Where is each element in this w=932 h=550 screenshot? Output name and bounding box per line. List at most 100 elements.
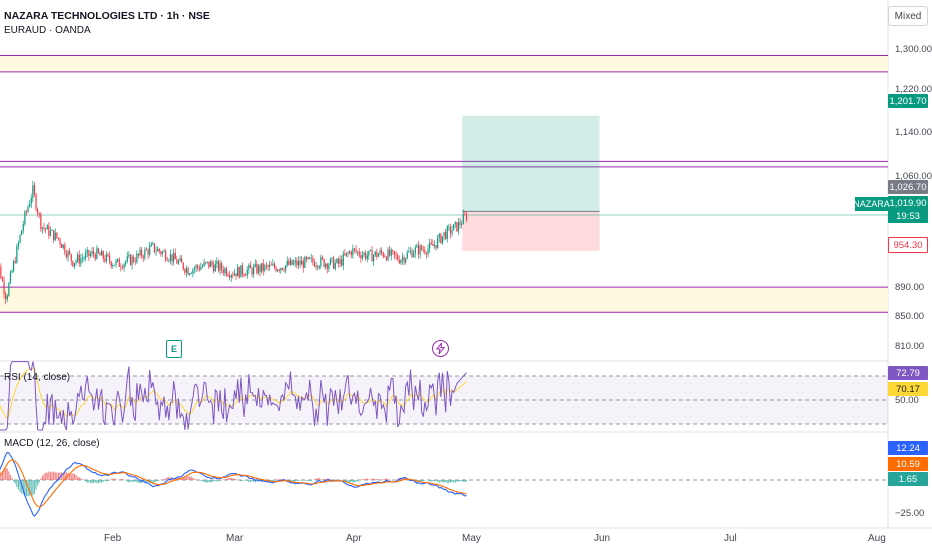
candle-body — [352, 248, 354, 256]
macd-histogram-bar — [208, 480, 210, 483]
macd-histogram-bar — [11, 478, 13, 480]
candle-body — [222, 269, 224, 274]
macd-histogram-bar — [214, 480, 216, 482]
macd-histogram-bar — [110, 479, 112, 480]
candle-body — [213, 264, 215, 272]
macd-histogram-bar — [45, 472, 47, 480]
candle-body — [81, 258, 84, 260]
candle-body — [377, 254, 380, 257]
macd-histogram-bar — [229, 477, 231, 480]
macd-histogram-bar — [19, 480, 21, 492]
candle-body — [262, 263, 264, 271]
compare-symbol-label: EURAUD · OANDA — [4, 25, 91, 36]
candle-body — [373, 255, 375, 262]
macd-histogram-bar — [81, 479, 84, 480]
candle-body — [123, 263, 125, 269]
candle-body — [361, 255, 364, 259]
macd-histogram-bar — [273, 480, 276, 481]
macd-histogram-bar — [112, 478, 114, 480]
candle-body — [190, 273, 192, 275]
macd-histogram-bar — [248, 480, 250, 482]
candle-body — [272, 263, 274, 266]
macd-histogram-bar — [374, 479, 376, 480]
candle-body — [309, 257, 311, 259]
candle-body — [417, 245, 420, 255]
price-axis-label: 850.00 — [895, 311, 925, 322]
candle-body — [453, 224, 455, 231]
macd-indicator-label[interactable]: MACD (12, 26, close) — [4, 438, 100, 449]
candle-body — [281, 268, 284, 270]
candle-body — [414, 247, 416, 254]
candle-body — [67, 251, 69, 258]
lightning-icon[interactable] — [432, 340, 449, 357]
macd-histogram-bar — [270, 480, 272, 482]
macd-histogram-bar — [307, 480, 309, 482]
candle-body — [62, 244, 64, 248]
candle-body — [449, 226, 452, 234]
macd-histogram-bar — [94, 480, 96, 483]
candle-body — [145, 249, 148, 251]
candle-body — [438, 233, 440, 238]
candle-body — [390, 250, 392, 256]
scale-mode-button[interactable]: Mixed — [888, 6, 928, 26]
candle-body — [83, 258, 85, 259]
macd-histogram-bar — [193, 478, 196, 480]
macd-histogram-bar — [424, 480, 426, 481]
candle-body — [289, 259, 292, 265]
candle-body — [17, 242, 20, 247]
macd-histogram-bar — [13, 480, 15, 482]
candle-body — [305, 256, 308, 260]
candle-body — [35, 194, 37, 210]
candle-body — [248, 264, 250, 270]
macd-histogram-bar — [376, 478, 378, 480]
macd-histogram-bar — [64, 472, 66, 480]
candle-body — [454, 222, 456, 225]
candle-body — [349, 251, 351, 254]
candle-body — [59, 239, 61, 245]
macd-histogram-bar — [251, 480, 253, 482]
macd-histogram-bar — [296, 480, 298, 481]
candle-body — [385, 256, 388, 261]
macd-histogram-bar — [401, 478, 404, 480]
macd-histogram-bar — [57, 472, 60, 480]
candle-body — [209, 261, 212, 267]
macd-histogram-bar — [163, 479, 165, 480]
macd-histogram-bar — [225, 478, 228, 480]
candle-body — [446, 226, 448, 239]
macd-histogram-bar — [0, 472, 2, 480]
candle-body — [313, 262, 316, 267]
candle-body — [285, 265, 287, 271]
macd-histogram-bar — [206, 480, 208, 483]
macd-histogram-bar — [235, 478, 237, 480]
candle-body — [253, 266, 255, 275]
candle-body — [142, 256, 144, 258]
macd-histogram-bar — [200, 480, 202, 481]
earnings-event-marker[interactable]: E — [166, 340, 182, 358]
macd-histogram-bar — [360, 479, 362, 480]
macd-histogram-bar — [40, 478, 42, 480]
candle-body — [243, 274, 245, 276]
macd-histogram-bar — [305, 480, 308, 481]
candle-body — [451, 230, 453, 234]
candle-body — [427, 248, 429, 255]
macd-histogram-bar — [136, 480, 138, 483]
candle-body — [406, 252, 408, 259]
macd-histogram-bar — [315, 478, 317, 480]
macd-histogram-bar — [152, 480, 154, 484]
macd-histogram-bar — [104, 480, 106, 481]
candle-body — [235, 273, 237, 277]
candle-body — [293, 262, 295, 265]
macd-histogram-bar — [48, 471, 50, 480]
candle-body — [198, 267, 200, 270]
macd-histogram-bar — [182, 477, 184, 480]
rsi-indicator-label[interactable]: RSI (14, close) — [4, 372, 71, 383]
candle-body — [126, 256, 128, 262]
macd-histogram-bar — [161, 479, 164, 480]
candle-body — [425, 253, 428, 255]
candle-body — [139, 249, 141, 256]
candle-body — [46, 225, 48, 230]
candle-body — [80, 258, 82, 264]
macd-histogram-bar — [325, 479, 327, 480]
